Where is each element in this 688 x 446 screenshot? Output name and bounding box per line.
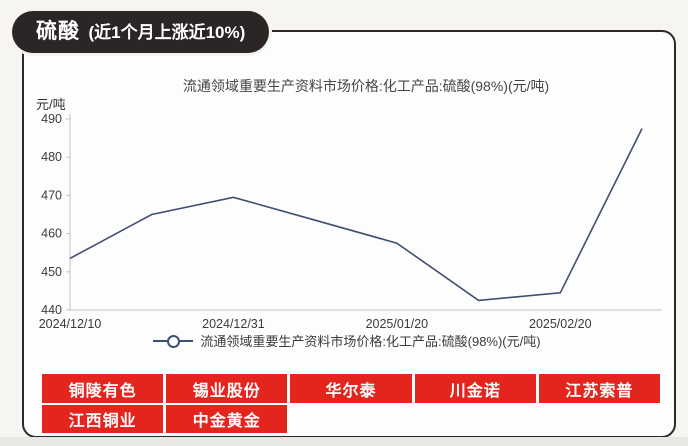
- chart-legend: 流通领域重要生产资料市场价格:化工产品:硫酸(98%)(元/吨): [22, 331, 672, 350]
- y-tick-label: 490: [41, 112, 62, 126]
- x-tick-label: 2025/02/20: [529, 317, 592, 331]
- stock-button-jiangsusuopu[interactable]: 江苏索普: [538, 374, 660, 403]
- y-tick-label: 480: [41, 150, 62, 164]
- chart-title: 流通领域重要生产资料市场价格:化工产品:硫酸(98%)(元/吨): [182, 78, 550, 94]
- banner-change-note: (近1个月上涨近10%): [88, 23, 246, 42]
- x-tick-label: 2024/12/31: [202, 317, 265, 331]
- stock-button-tongling[interactable]: 铜陵有色: [42, 374, 164, 403]
- x-tick-label: 2025/01/20: [366, 317, 429, 331]
- banner-product-name: 硫酸: [36, 20, 80, 43]
- legend-line-marker: [153, 334, 194, 348]
- bottom-strip: [0, 437, 688, 446]
- stock-button-zhongjinhuangjin[interactable]: 中金黄金: [166, 405, 288, 433]
- y-axis-unit-label: 元/吨: [36, 97, 66, 112]
- y-tick-label: 450: [41, 265, 62, 279]
- related-stocks-grid: 铜陵有色 锡业股份 华尔泰 川金诺 江苏索普 江西铜业 中金黄金: [42, 374, 660, 433]
- y-tick-label: 470: [41, 188, 62, 202]
- y-tick-label: 460: [41, 227, 62, 241]
- y-tick-label: 440: [41, 303, 62, 317]
- chart-panel: [22, 30, 676, 438]
- title-banner: 硫酸 (近1个月上涨近10%): [12, 11, 270, 53]
- legend-label: 流通领域重要生产资料市场价格:化工产品:硫酸(98%)(元/吨): [200, 334, 541, 349]
- stock-button-chuanjinnuo[interactable]: 川金诺: [414, 374, 536, 403]
- stock-button-huaertai[interactable]: 华尔泰: [290, 374, 412, 403]
- stock-button-xiye[interactable]: 锡业股份: [166, 374, 288, 403]
- stock-button-jiangxitongye[interactable]: 江西铜业: [42, 405, 164, 433]
- legend-circle-icon: [167, 334, 181, 348]
- x-tick-label: 2024/12/10: [39, 317, 102, 331]
- price-series-line: [69, 128, 643, 302]
